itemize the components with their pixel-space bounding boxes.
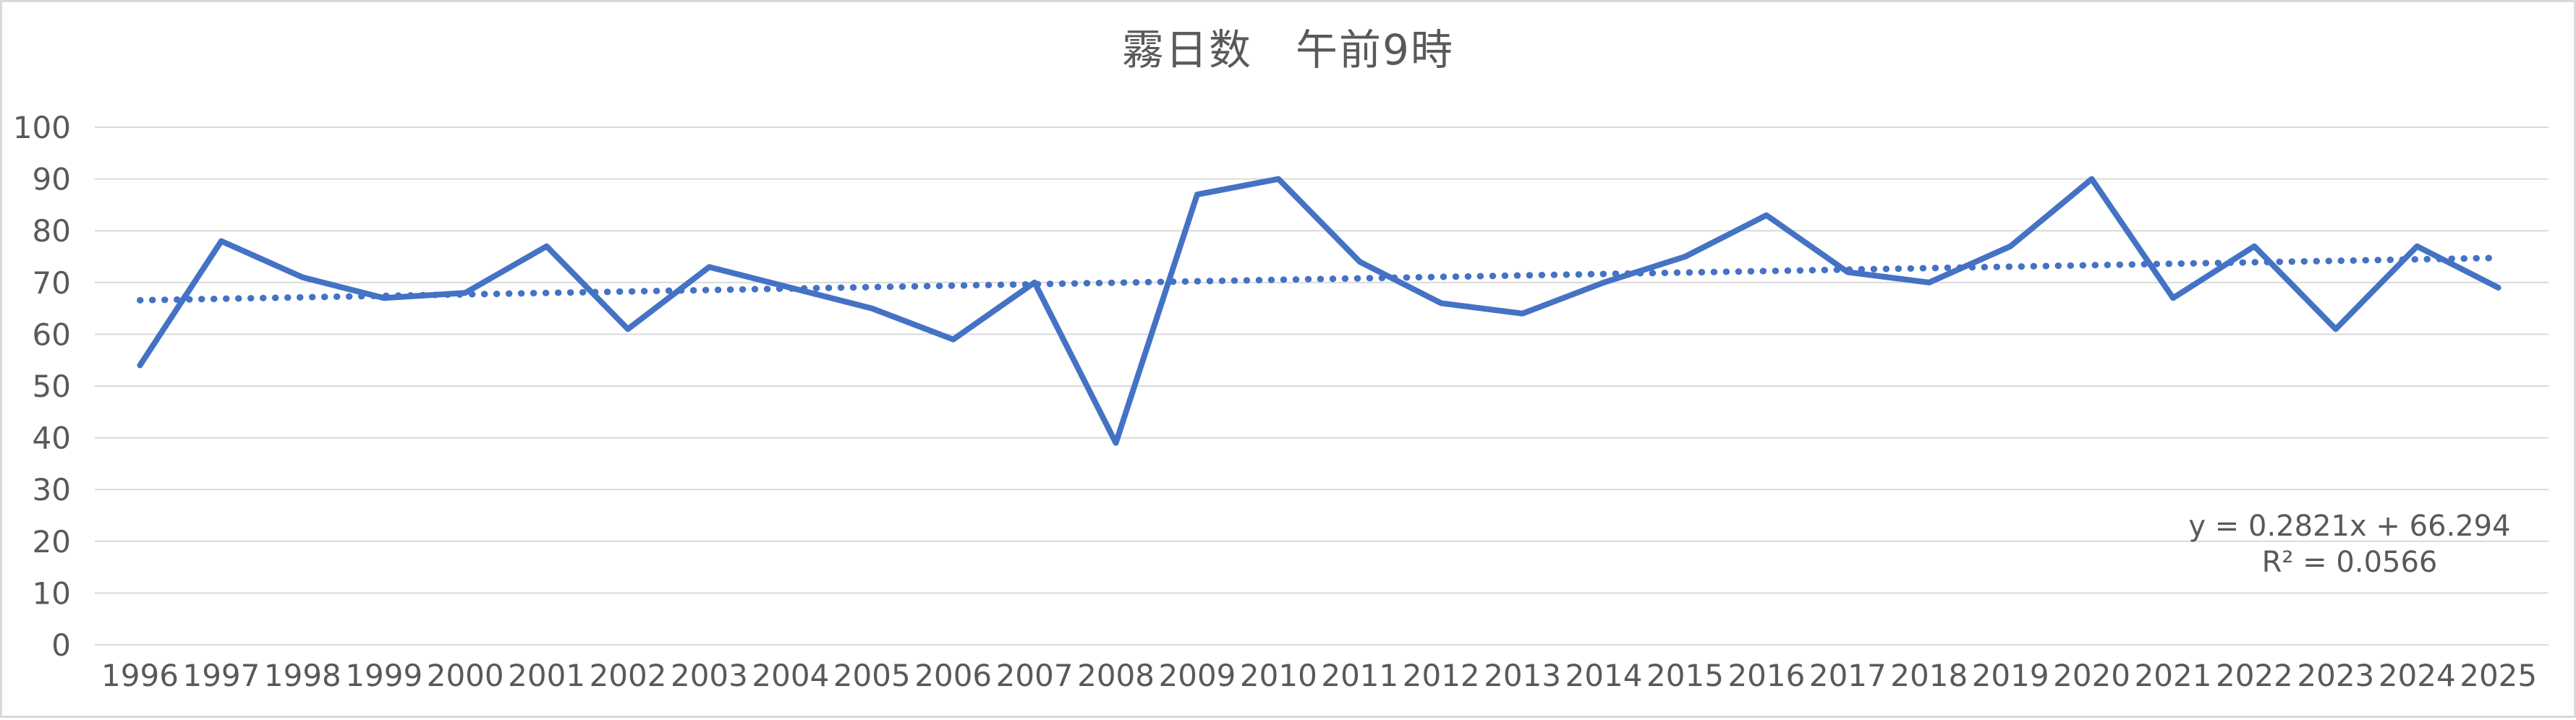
trendline-r2-text: R² = 0.0566: [2261, 546, 2438, 579]
x-axis-tick-label: 2012: [1403, 658, 1480, 693]
x-axis-tick-label: 2010: [1240, 658, 1317, 693]
y-axis-tick-label: 70: [33, 265, 71, 301]
x-axis-tick-label: 2011: [1321, 658, 1398, 693]
x-axis-tick-label: 2013: [1484, 658, 1561, 693]
x-axis-tick-label: 2006: [914, 658, 992, 693]
x-axis-tick-label: 2007: [996, 658, 1074, 693]
y-axis-tick-label: 0: [51, 627, 71, 663]
x-axis-tick-label: 2004: [752, 658, 829, 693]
x-axis-tick-label: 1996: [101, 658, 179, 693]
y-axis-tick-label: 50: [33, 369, 71, 404]
x-axis-tick-label: 1999: [345, 658, 422, 693]
x-axis-tick-label: 2014: [1565, 658, 1643, 693]
trendline-equation-text: y = 0.2821x + 66.294: [2188, 510, 2511, 543]
trendline: [137, 254, 2502, 304]
x-axis-tick-label: 2008: [1077, 658, 1155, 693]
y-axis-tick-label: 10: [33, 575, 71, 611]
x-axis-tick-label: 2018: [1890, 658, 1968, 693]
x-axis-tick-label: 2019: [1972, 658, 2049, 693]
x-axis-tick-label: 2021: [2135, 658, 2212, 693]
trendline-equation-label: y = 0.2821x + 66.294 R² = 0.0566: [2188, 508, 2510, 580]
chart-title: 霧日数 午前9時: [1122, 25, 1454, 74]
x-axis-tick-label: 2016: [1727, 658, 1805, 693]
y-axis-tick-label: 20: [33, 524, 71, 560]
x-axis-tick-label: 2005: [833, 658, 911, 693]
y-axis-tick-label: 90: [33, 162, 71, 197]
x-axis-tick-label: 1997: [182, 658, 260, 693]
x-axis-tick-label: 2024: [2379, 658, 2456, 693]
x-axis-tick-label: 2023: [2297, 658, 2374, 693]
x-axis-tick-label: 1998: [264, 658, 341, 693]
y-axis-tick-label: 60: [33, 317, 71, 352]
x-axis-tick-label: 2025: [2460, 658, 2537, 693]
x-axis-tick-label: 2017: [1809, 658, 1887, 693]
x-axis-tick-label: 2000: [427, 658, 504, 693]
data-series-line: [137, 176, 2501, 446]
x-axis-tick-label: 2022: [2216, 658, 2293, 693]
x-axis-tick-label: 2003: [671, 658, 748, 693]
y-axis-tick-label: 100: [13, 110, 71, 145]
x-axis-tick-label: 2002: [590, 658, 667, 693]
y-axis-tick-label: 40: [33, 421, 71, 456]
x-axis-tick-label: 2015: [1646, 658, 1724, 693]
x-axis-tick-label: 2001: [508, 658, 585, 693]
y-axis-tick-label: 30: [33, 472, 71, 507]
y-axis-tick-label: 80: [33, 213, 71, 249]
x-axis-tick-label: 2009: [1159, 658, 1236, 693]
x-axis-tick-label: 2020: [2053, 658, 2130, 693]
